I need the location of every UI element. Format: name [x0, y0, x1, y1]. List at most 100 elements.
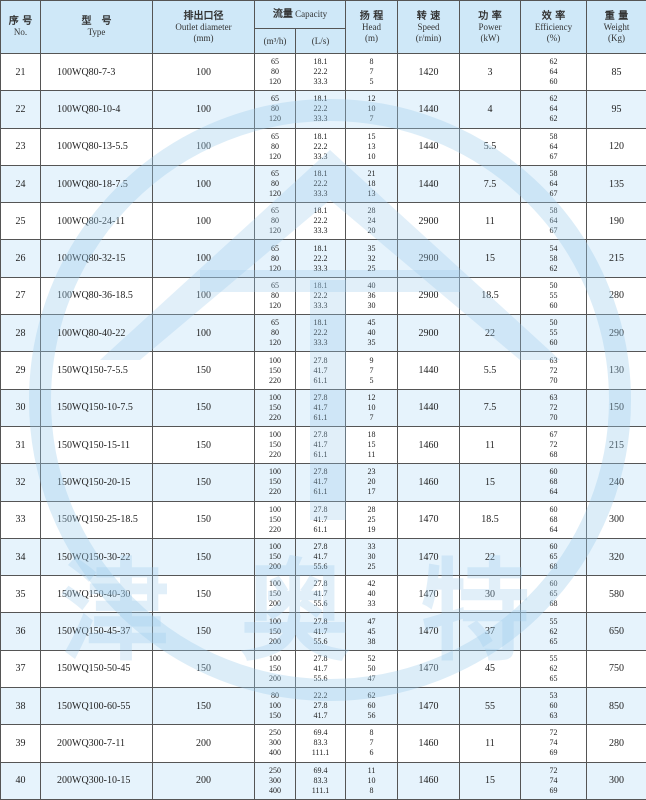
cell-capacity-m3h-value: 220	[269, 412, 281, 422]
cell-efficiency-value: 62	[549, 57, 558, 67]
cell-capacity-ls-value: 27.8	[313, 355, 328, 365]
cell-capacity-m3h-value: 80	[271, 104, 279, 114]
cell-weight: 280	[586, 276, 646, 316]
cell-type: 150WQ150-45-37	[40, 612, 153, 651]
cell-head: 12 10 7	[345, 90, 398, 129]
cell-outlet: 150	[152, 425, 255, 465]
cell-power: 5.5	[459, 351, 521, 390]
cell-efficiency-value: 70	[549, 375, 558, 385]
cell-speed: 1470	[397, 537, 460, 577]
cell-head-value: 33	[367, 542, 376, 551]
cell-capacity-m3h-value: 220	[269, 524, 281, 534]
cell-capacity-m3h-value: 120	[269, 151, 281, 161]
cell-capacity-ls-value: 33.3	[313, 114, 328, 124]
cell-capacity-ls-value: 83.3	[313, 738, 328, 748]
cell-capacity-ls-value: 61.1	[313, 524, 328, 534]
cell-efficiency: 60 65 68	[520, 537, 587, 577]
cell-speed: 1440	[397, 164, 460, 204]
cell-power: 30	[459, 575, 521, 614]
table-row: 31 150WQ150-15-11 150 100 150 220 27.8 41.7 61.1…	[0, 425, 646, 465]
cell-power: 55	[459, 687, 521, 726]
cell-head-value: 40	[367, 280, 376, 290]
cell-head-value: 28	[367, 206, 376, 216]
cell-outlet: 100	[152, 202, 255, 241]
cell-no: 29	[0, 351, 41, 390]
cell-head: 11 10 8	[345, 761, 398, 800]
cell-efficiency-value: 62	[549, 114, 558, 124]
cell-head-value: 7	[369, 738, 374, 748]
cell-efficiency: 60 68 64	[520, 500, 587, 539]
cell-capacity-ls: 18.1 22.2 33.3	[295, 52, 346, 92]
cell-capacity-m3h: 65 80 120	[254, 202, 296, 241]
cell-capacity-ls: 27.8 41.7 61.1	[295, 425, 346, 465]
cell-head-value: 42	[367, 579, 376, 589]
cell-type: 100WQ80-10-4	[40, 90, 153, 129]
cell-efficiency-value: 63	[549, 355, 558, 365]
cell-capacity-m3h: 65 80 120	[254, 127, 296, 166]
cell-weight: 95	[586, 90, 646, 129]
cell-head-value: 12	[367, 392, 376, 402]
cell-capacity-m3h-value: 80	[271, 216, 279, 226]
cell-capacity-m3h-value: 65	[271, 131, 279, 141]
cell-head-value: 7	[369, 412, 374, 422]
cell-speed: 1440	[397, 127, 460, 166]
cell-weight: 150	[586, 388, 646, 427]
cell-capacity-ls: 22.2 27.8 41.7	[295, 687, 346, 726]
cell-head: 15 13 10	[345, 127, 398, 166]
cell-efficiency-value: 55	[549, 328, 558, 338]
header-capacity-ls: (L/s)	[295, 28, 346, 54]
cell-efficiency-value: 60	[549, 77, 558, 87]
cell-head-value: 10	[367, 104, 376, 114]
cell-head: 33 30 25	[345, 537, 398, 577]
cell-power: 18.5	[459, 276, 521, 316]
cell-head-value: 17	[367, 487, 376, 497]
cell-speed: 1420	[397, 52, 460, 92]
cell-type: 150WQ100-60-55	[40, 687, 153, 726]
cell-head-value: 38	[367, 636, 376, 646]
cell-efficiency: 55 62 65	[520, 649, 587, 689]
table-row: 38 150WQ100-60-55 150 80 100 150 22.2 27.8 41.7 6…	[0, 687, 646, 726]
cell-efficiency-value: 74	[549, 775, 558, 785]
cell-capacity-ls-value: 33.3	[313, 77, 328, 87]
cell-capacity-m3h-value: 150	[269, 589, 281, 599]
cell-capacity-m3h-value: 80	[271, 179, 279, 189]
cell-head-value: 47	[367, 616, 376, 626]
header-speed: 转 速 Speed (r/min)	[397, 0, 460, 54]
cell-head: 52 50 47	[345, 649, 398, 689]
header-efficiency: 效 率 Efficiency (%)	[520, 0, 587, 54]
table-body: 21 100WQ80-7-3 100 65 80 120 18.1 22.2 33.3 8 7 5 14…	[0, 52, 646, 800]
cell-head-value: 7	[369, 114, 374, 124]
cell-capacity-m3h-value: 65	[271, 280, 279, 290]
cell-outlet: 150	[152, 463, 255, 502]
cell-speed: 1470	[397, 649, 460, 689]
cell-efficiency-value: 64	[549, 524, 558, 534]
cell-power: 22	[459, 537, 521, 577]
cell-capacity-m3h-value: 200	[269, 636, 281, 646]
cell-no: 26	[0, 239, 41, 278]
cell-capacity-ls-value: 27.8	[313, 616, 328, 626]
cell-capacity-ls: 27.8 41.7 61.1	[295, 500, 346, 539]
cell-head: 47 45 38	[345, 612, 398, 651]
cell-capacity-m3h-value: 65	[271, 57, 279, 67]
cell-type: 200WQ300-7-11	[40, 724, 153, 763]
cell-efficiency-value: 55	[549, 616, 558, 626]
cell-type: 150WQ150-25-18.5	[40, 500, 153, 539]
cell-capacity-m3h: 65 80 120	[254, 276, 296, 316]
cell-capacity-m3h-value: 150	[269, 711, 281, 721]
cell-capacity-ls-value: 41.7	[313, 663, 328, 673]
cell-capacity-m3h: 100 150 200	[254, 575, 296, 614]
cell-capacity-m3h-value: 65	[271, 206, 279, 216]
cell-efficiency-value: 55	[549, 653, 558, 663]
cell-no: 25	[0, 202, 41, 241]
cell-capacity-m3h-value: 100	[269, 392, 281, 402]
cell-capacity-ls-value: 33.3	[313, 189, 328, 199]
cell-capacity-m3h-value: 80	[271, 290, 279, 300]
cell-capacity-ls-value: 33.3	[313, 300, 328, 310]
cell-capacity-ls-value: 61.1	[313, 375, 328, 385]
cell-capacity-ls-value: 111.1	[311, 785, 330, 795]
cell-capacity-m3h-value: 100	[269, 355, 281, 365]
cell-type: 150WQ150-50-45	[40, 649, 153, 689]
cell-capacity-m3h-value: 80	[271, 691, 279, 701]
